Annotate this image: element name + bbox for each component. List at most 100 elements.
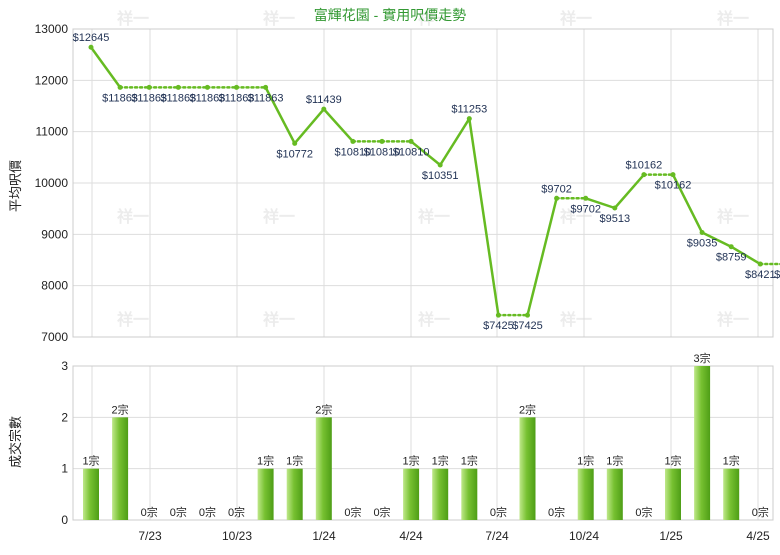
count-bar-label: 1宗	[461, 454, 478, 468]
watermark-text: 祥一	[560, 9, 592, 28]
count-bar-label: 3宗	[694, 351, 711, 365]
price-point-label: $10351	[422, 170, 459, 182]
price-line-segment	[439, 118, 471, 166]
count-bar-label: 0宗	[548, 505, 565, 519]
price-point	[292, 140, 298, 146]
count-bar-label: 1宗	[723, 454, 740, 468]
price-point-label: $10810	[335, 146, 372, 158]
count-tick-label: 2	[61, 410, 68, 424]
price-line-segment	[264, 86, 296, 144]
count-bar-label: 1宗	[432, 454, 449, 468]
watermark-text: 祥一	[263, 310, 295, 329]
count-bar	[315, 417, 332, 520]
x-tick-label: 1/24	[312, 529, 336, 543]
watermark-text: 祥一	[717, 310, 749, 329]
count-bar	[606, 468, 623, 520]
price-point-label: $11863	[131, 92, 167, 104]
watermark-text: 祥一	[263, 207, 295, 226]
price-point	[641, 172, 647, 178]
price-point-label: $9702	[541, 183, 572, 195]
x-tick-label: 7/24	[485, 529, 509, 543]
price-tick-label: 13000	[35, 22, 69, 36]
count-bar-label: 1宗	[82, 454, 99, 468]
price-line-segment	[468, 118, 500, 316]
x-tick-label: 4/25	[746, 529, 770, 543]
count-bar	[577, 468, 594, 520]
price-point-label: $10810	[393, 146, 430, 158]
price-point	[263, 84, 269, 90]
count-bar	[83, 468, 99, 520]
count-bar-label: 1宗	[257, 454, 274, 468]
count-bar-label: 0宗	[228, 505, 245, 519]
count-bar-label: 0宗	[199, 505, 216, 519]
x-tick-label: 10/24	[569, 529, 599, 543]
price-line-segment	[730, 245, 761, 266]
price-point-label: $9513	[600, 213, 631, 225]
price-point-label: $9035	[687, 238, 718, 250]
price-point	[583, 195, 589, 201]
count-bar-label: 0宗	[141, 505, 158, 519]
count-bar-label: 0宗	[170, 505, 187, 519]
price-point	[728, 244, 734, 250]
price-plot-frame	[72, 28, 774, 338]
count-axis-label: 成交宗數	[8, 416, 23, 468]
x-tick-label: 10/23	[222, 529, 252, 543]
price-point	[437, 162, 443, 168]
price-point	[699, 230, 705, 236]
price-line-segment	[89, 46, 122, 89]
price-point	[495, 312, 501, 318]
price-point-label: $11253	[451, 104, 487, 116]
count-bar-label: 0宗	[635, 505, 652, 519]
price-point	[88, 44, 94, 50]
price-point-label: $12645	[73, 32, 110, 44]
price-point	[408, 138, 414, 144]
count-bar	[112, 417, 129, 520]
price-tick-label: 10000	[35, 176, 69, 190]
price-line-segment	[410, 140, 441, 166]
price-tick-label: 8000	[41, 279, 68, 293]
price-axis-label: 平均呎價	[8, 160, 23, 212]
price-point	[379, 138, 385, 144]
price-line-segment	[585, 197, 616, 210]
price-point	[234, 84, 239, 90]
price-point	[204, 84, 210, 90]
count-bar-label: 1宗	[286, 454, 303, 468]
count-bar	[665, 468, 681, 520]
count-bar-label: 0宗	[344, 505, 361, 519]
count-bar	[723, 468, 740, 520]
watermark-text: 祥一	[418, 310, 450, 329]
count-bar-label: 1宗	[403, 454, 420, 468]
price-line-segment	[322, 108, 354, 143]
price-point-label: $9702	[570, 203, 601, 215]
price-point	[175, 84, 181, 90]
price-point	[350, 138, 356, 144]
chart-title: 富輝花園 - 實用呎價走勢	[314, 7, 466, 23]
count-bar-label: 1宗	[664, 454, 681, 468]
price-point	[525, 312, 530, 318]
price-line-segment	[526, 197, 558, 316]
watermark-text: 祥一	[418, 207, 450, 226]
price-point-label: $11863	[102, 92, 138, 104]
count-bar	[286, 468, 303, 520]
price-point-label: $8421	[745, 269, 776, 281]
price-line-segment	[701, 231, 732, 248]
count-tick-label: 3	[61, 359, 68, 373]
watermark-text: 祥一	[560, 310, 592, 329]
price-point-label: $11863	[219, 92, 255, 104]
price-point	[466, 116, 472, 122]
watermark-text: 祥一	[117, 9, 149, 28]
count-bar-label: 0宗	[490, 505, 507, 519]
price-point-label: $11863	[248, 92, 284, 104]
price-point	[612, 205, 618, 211]
price-point-label: $11863	[160, 92, 196, 104]
count-bar-label: 1宗	[577, 454, 594, 468]
price-point-label: $11439	[306, 94, 342, 106]
count-bar	[519, 417, 536, 520]
price-point	[146, 84, 152, 90]
count-bar	[257, 468, 274, 520]
watermark-text: 祥一	[117, 310, 149, 329]
x-tick-label: 1/25	[659, 529, 683, 543]
count-tick-label: 1	[61, 462, 68, 476]
count-bar	[461, 468, 478, 520]
